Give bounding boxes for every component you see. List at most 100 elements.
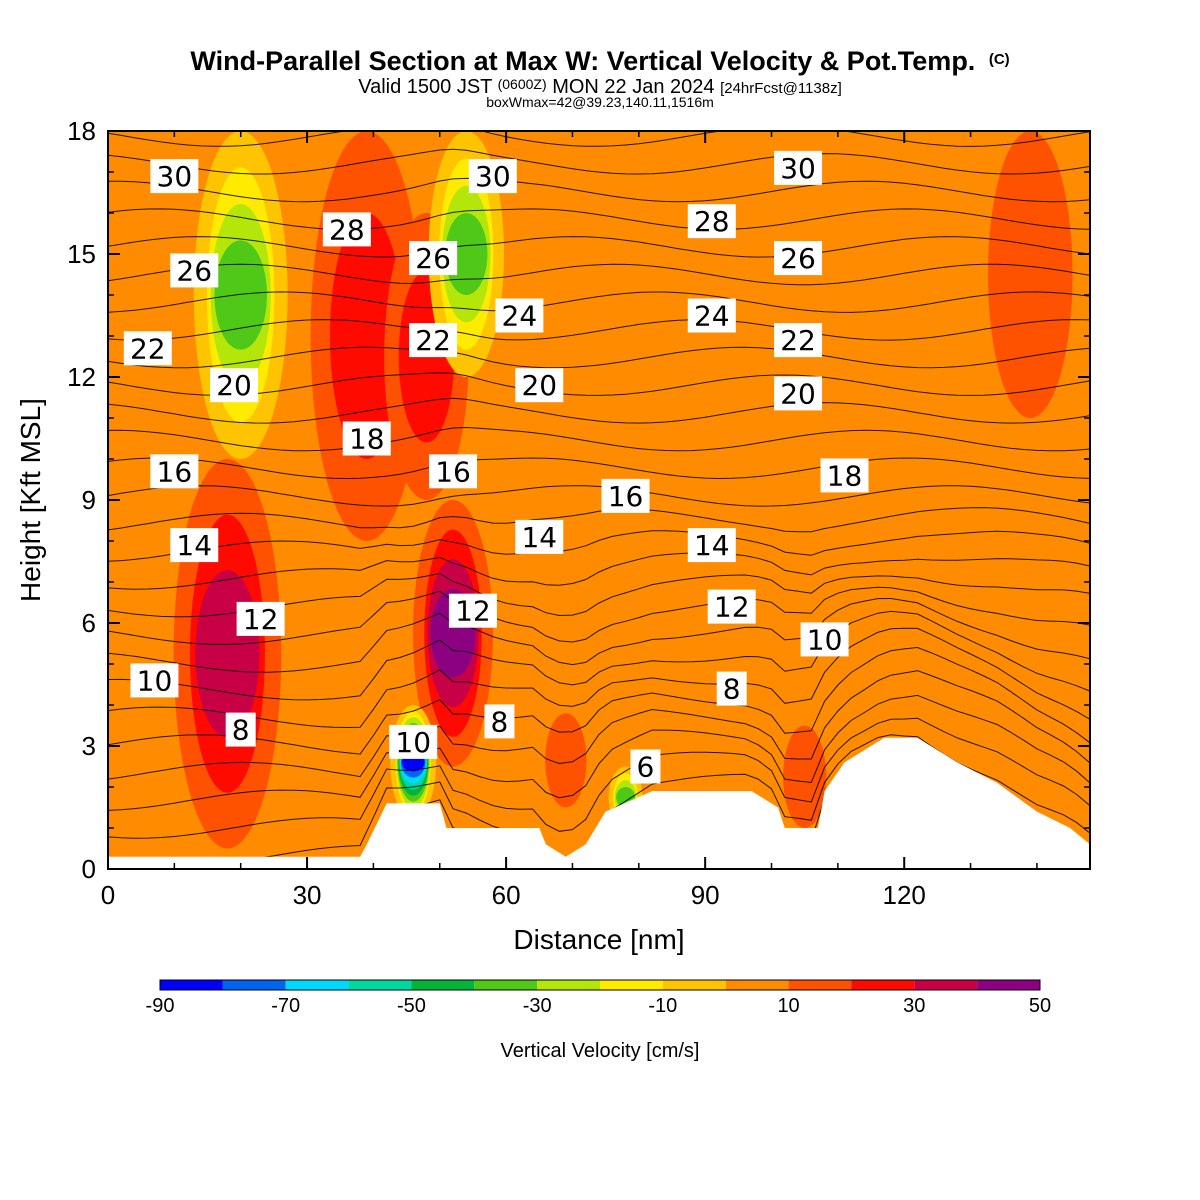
colorbar-swatch xyxy=(348,980,412,990)
contour-label-text: 12 xyxy=(243,603,279,636)
contour-label: 8 xyxy=(484,704,515,739)
contour-label-box xyxy=(448,593,497,628)
contour-label: 22 xyxy=(409,323,458,358)
colorbar-tick-label: -70 xyxy=(271,995,300,1017)
updraft-level xyxy=(195,570,260,738)
contour-label-box xyxy=(130,663,179,698)
contour-label-box xyxy=(774,241,823,276)
x-tick-label: 60 xyxy=(492,880,521,910)
contour-label-text: 16 xyxy=(435,455,471,488)
contour-label-box xyxy=(150,159,199,194)
contour-label-text: 10 xyxy=(137,664,173,697)
contour-label-text: 20 xyxy=(216,369,252,402)
updraft-core-6 xyxy=(987,131,1073,418)
colorbar-tick-label: -30 xyxy=(523,995,552,1017)
contour-label-text: 18 xyxy=(349,423,385,456)
contour-label-box xyxy=(820,458,869,493)
contour-label-box xyxy=(210,368,259,403)
contour-label: 10 xyxy=(800,622,849,657)
contour-label-text: 28 xyxy=(694,205,730,238)
chart-title: Wind-Parallel Section at Max W: Vertical… xyxy=(190,46,1009,76)
contour-label: 12 xyxy=(448,593,497,628)
isentrope-line xyxy=(108,131,1090,147)
isentrope-line xyxy=(108,457,1090,480)
x-tick-label: 90 xyxy=(691,880,720,910)
colorbar-swatch xyxy=(662,980,726,990)
axes: 0 30 60 90 120 0 3 6 9 12 15 18 xyxy=(67,116,1090,910)
contour-label-text: 28 xyxy=(329,213,365,246)
isentrope-line xyxy=(108,319,1090,341)
contour-label-box xyxy=(409,323,458,358)
contour-label-box xyxy=(774,323,823,358)
colorbar-swatch xyxy=(725,980,789,990)
updraft-level xyxy=(329,213,404,459)
contour-label: 8 xyxy=(225,712,256,747)
contour-label-text: 8 xyxy=(491,705,509,738)
isentrope-line xyxy=(108,208,1090,230)
contour-label-box xyxy=(707,589,756,624)
x-axis-label: Distance [nm] xyxy=(513,924,684,955)
contour-label-text: 18 xyxy=(827,459,863,492)
contour-label-text: 30 xyxy=(475,160,511,193)
isentrope-line xyxy=(108,291,1090,313)
isentrope-line xyxy=(108,627,1090,729)
isentrope-line xyxy=(108,346,1090,369)
terrain xyxy=(108,737,1090,869)
contour-label-box xyxy=(170,253,219,288)
contour-label-text: 8 xyxy=(232,714,250,747)
contour-label: 6 xyxy=(630,749,661,784)
contour-label: 12 xyxy=(236,601,285,636)
contour-label: 20 xyxy=(774,376,823,411)
contour-label-box xyxy=(225,712,256,747)
contour-label-text: 10 xyxy=(807,623,843,656)
downdraft-core-1 xyxy=(428,131,504,377)
updraft-level xyxy=(987,131,1073,418)
contour-label: 26 xyxy=(409,241,458,276)
isentrope-line xyxy=(108,694,1090,811)
colorbar: -90 -70 -50 -30 -10 10 30 50 xyxy=(146,979,1051,1017)
isentrope-line xyxy=(108,646,1090,755)
contour-label-box xyxy=(515,368,564,403)
isentrope-line xyxy=(108,717,1090,839)
updraft-level xyxy=(545,713,587,808)
contour-label-text: 22 xyxy=(780,324,816,357)
contour-label-box xyxy=(687,204,736,239)
contour-label-text: 12 xyxy=(714,591,750,624)
contour-label: 8 xyxy=(716,671,747,706)
y-tick-label: 9 xyxy=(82,485,96,515)
contour-label-box xyxy=(468,159,517,194)
isentrope-line xyxy=(108,236,1090,258)
contour-label-box xyxy=(800,622,849,657)
contour-label-text: 30 xyxy=(780,152,816,185)
contour-label-text: 26 xyxy=(780,242,816,275)
contour-label: 24 xyxy=(687,298,736,333)
x-tick-label: 0 xyxy=(101,880,115,910)
contour-label: 18 xyxy=(820,458,869,493)
valid-line: Valid 1500 JST (0600Z) MON 22 Jan 2024 [… xyxy=(358,72,842,98)
contour-label-text: 20 xyxy=(780,377,816,410)
y-tick-label: 15 xyxy=(67,239,96,269)
y-axis-label: Height [Kft MSL] xyxy=(15,398,46,602)
colorbar-tick-label: 30 xyxy=(903,995,925,1017)
plot-area: 30 30 30 28 28 26 26 26 24 24 22 22 22 20 20 20 18 18 16 16… xyxy=(108,131,1090,869)
contour-label-text: 14 xyxy=(176,529,212,562)
isentrope-line xyxy=(108,397,1090,424)
contour-label-box xyxy=(687,298,736,333)
contour-label-text: 16 xyxy=(608,480,644,513)
contour-label-box xyxy=(601,478,650,513)
contour-label: 28 xyxy=(322,212,371,247)
contour-label-box xyxy=(389,724,438,759)
downdraft-level xyxy=(214,240,267,350)
contour-label-text: 26 xyxy=(176,254,212,287)
isentrope-line xyxy=(108,552,1090,590)
colorbar-swatch xyxy=(537,980,600,990)
theta-contour-labels: 30 30 30 28 28 26 26 26 24 24 22 22 22 20 20 20 18 18 16 16… xyxy=(123,150,869,784)
contour-label: 28 xyxy=(687,204,736,239)
updraft-core-5 xyxy=(783,725,827,828)
contour-label: 26 xyxy=(774,241,823,276)
contour-label-text: 24 xyxy=(502,300,538,333)
isentrope-line xyxy=(108,530,1090,562)
isentrope-line xyxy=(108,263,1090,286)
colorbar-tick-label: -90 xyxy=(146,995,175,1017)
